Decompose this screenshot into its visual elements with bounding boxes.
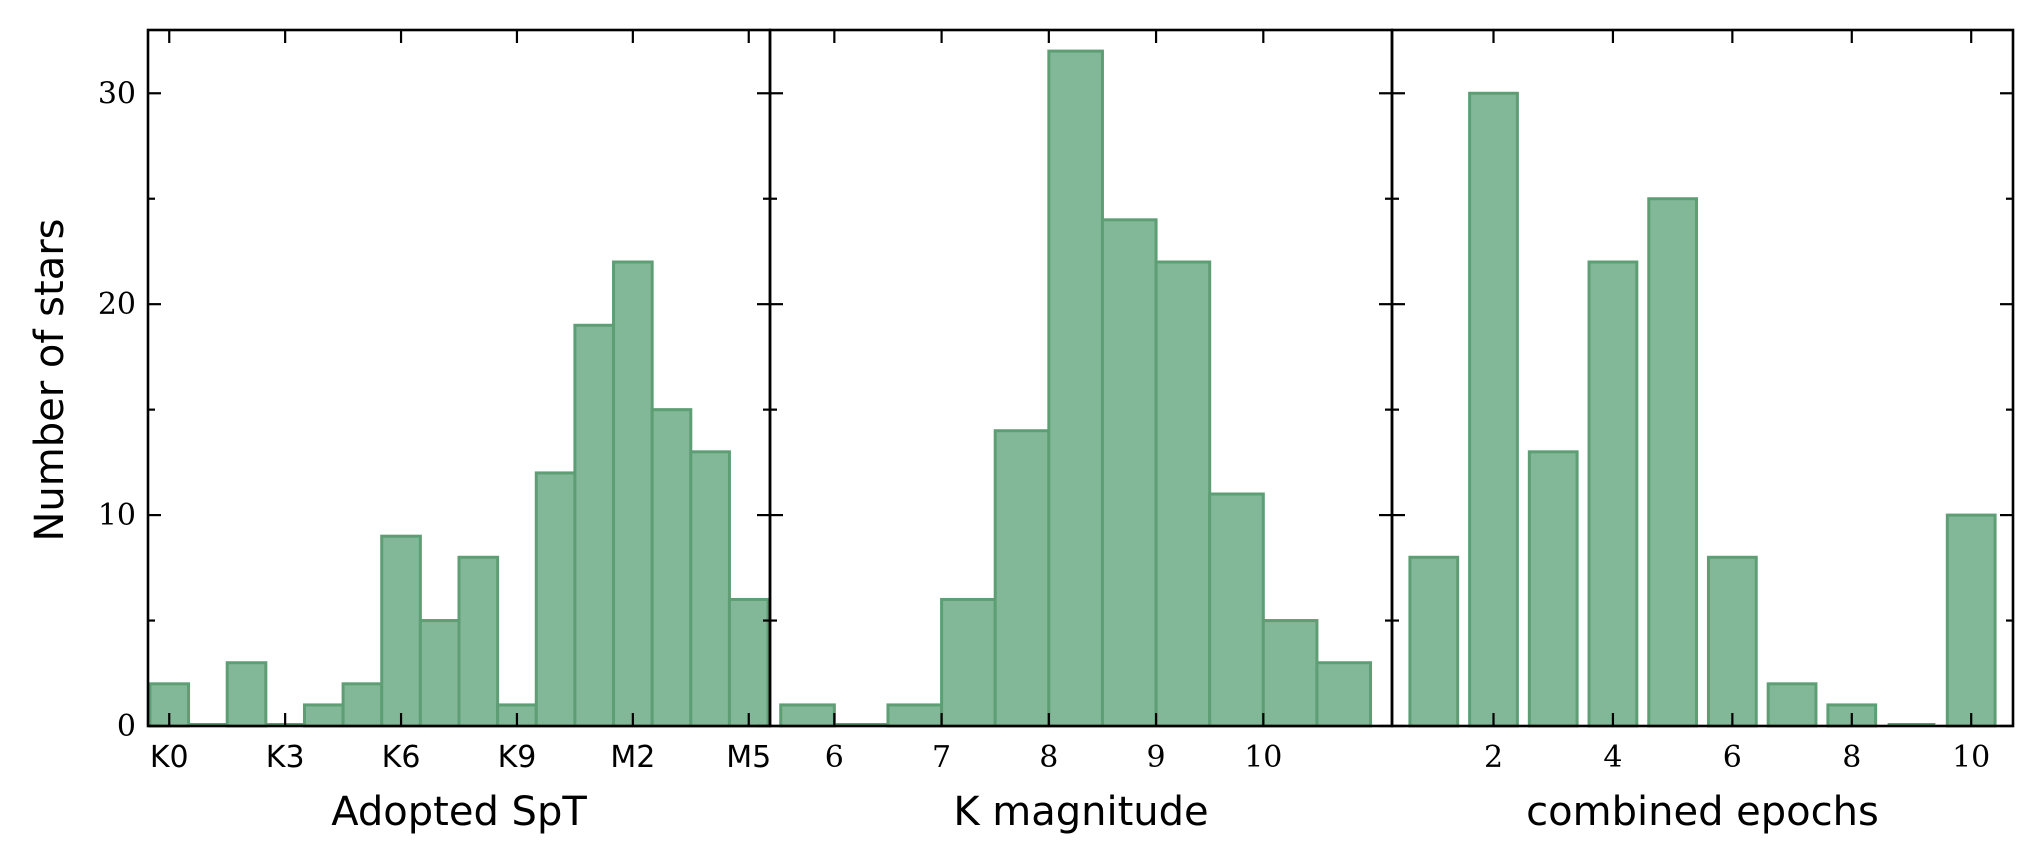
x-axis-label: combined epochs <box>1526 789 1879 835</box>
histogram-bar <box>612 260 654 728</box>
x-tick-label: 7 <box>932 740 951 775</box>
y-tick-label: 10 <box>98 498 136 533</box>
y-tick-label: 30 <box>98 76 136 111</box>
axes-frame <box>1390 28 2015 728</box>
x-axis-label: Adopted SpT <box>331 789 587 835</box>
panel-combined-epochs: 2 4 6 8 10 combined epochs <box>1390 28 2015 835</box>
histogram-bar <box>1945 513 1997 728</box>
histogram-bar <box>1261 619 1319 728</box>
x-tick-label: M5 <box>726 740 771 775</box>
histogram-bar <box>1766 682 1818 728</box>
x-tick-label: K0 <box>150 740 189 775</box>
histogram-bar <box>886 703 944 728</box>
x-tick-label: K3 <box>266 740 305 775</box>
histogram-bar <box>727 597 770 728</box>
histogram-bar <box>993 429 1051 728</box>
histogram-bar <box>779 703 836 728</box>
x-tick-label: 6 <box>825 740 844 775</box>
histogram-bar <box>457 555 500 728</box>
histogram-bar <box>650 408 693 728</box>
histogram-bar <box>1527 450 1579 728</box>
histogram-bar <box>1468 91 1519 728</box>
x-axis-label: K magnitude <box>953 789 1208 835</box>
histogram-bar <box>1100 218 1158 728</box>
histogram-bar <box>1047 49 1104 728</box>
histogram-bar <box>1706 555 1758 728</box>
histogram-bar <box>689 450 731 728</box>
histogram-bar <box>1408 555 1460 728</box>
panel-spectral-type: 0 10 20 30 K0 K3 K6 K9 M2 M5 Adopted SpT <box>98 28 772 835</box>
histogram-bar <box>534 471 577 728</box>
x-tick-label: K6 <box>382 740 421 775</box>
x-tick-label: K9 <box>498 740 537 775</box>
histogram-bar <box>1208 492 1265 728</box>
x-tick-label: 10 <box>1244 740 1282 775</box>
y-tick-label: 20 <box>98 287 136 322</box>
x-tick-label: 9 <box>1147 740 1166 775</box>
x-tick-label: 2 <box>1484 740 1503 775</box>
histogram-bar <box>380 534 422 728</box>
histogram-bar <box>573 323 616 728</box>
y-axis-label: Number of stars <box>27 219 73 542</box>
histogram-bar <box>1154 260 1212 728</box>
x-tick-label: 8 <box>1039 740 1058 775</box>
x-tick-label: 10 <box>1952 740 1990 775</box>
x-tick-label: M2 <box>610 740 655 775</box>
y-tick-label: 0 <box>117 709 136 744</box>
histogram-bar <box>302 703 345 728</box>
histogram-bar <box>1647 197 1699 728</box>
histogram-bar <box>418 619 461 728</box>
panel-k-magnitude: 6 7 8 9 10 K magnitude <box>768 28 1394 835</box>
x-tick-label: 4 <box>1603 740 1622 775</box>
histogram-bar <box>940 597 997 728</box>
histogram-bar <box>225 661 268 728</box>
histogram-bar <box>1587 260 1639 728</box>
histogram-bar <box>341 682 384 728</box>
x-tick-label: 8 <box>1842 740 1861 775</box>
x-tick-label: 6 <box>1723 740 1742 775</box>
histogram-bar <box>1315 661 1373 728</box>
